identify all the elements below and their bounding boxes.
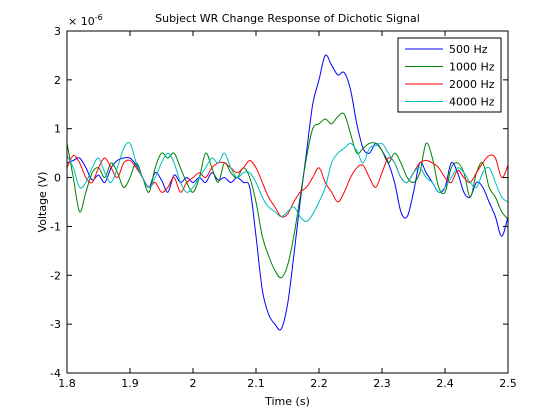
- axis-ticks: 1.8 1.9 2 2.1 2.2 2.3 2.4 2.5 -4 -3 -2 -1 0 1 2 3: [50, 25, 517, 390]
- x-tick-label: 2.3: [373, 377, 391, 390]
- y-tick-label: -1: [50, 220, 61, 233]
- legend-box: [397, 37, 502, 113]
- x-tick-label: 2: [190, 377, 197, 390]
- x-tick-label: 2.4: [436, 377, 454, 390]
- legend-label: 500 Hz: [449, 43, 488, 56]
- y-tick-label: -2: [50, 269, 61, 282]
- x-tick-label: 2.5: [499, 377, 517, 390]
- y-exponent-power: -6: [95, 13, 103, 22]
- x-tick-label: 1.8: [58, 377, 76, 390]
- x-tick-label: 2.1: [247, 377, 265, 390]
- y-tick-label: 1: [54, 123, 61, 136]
- y-exponent-label: × 10-6: [68, 13, 103, 28]
- x-tick-label: 2.2: [310, 377, 328, 390]
- chart-title: Subject WR Change Response of Dichotic S…: [155, 12, 420, 25]
- legend-label: 2000 Hz: [449, 78, 495, 91]
- y-tick-label: -3: [50, 318, 61, 331]
- y-tick-label: 2: [54, 74, 61, 87]
- legend-label: 1000 Hz: [449, 61, 495, 74]
- y-axis-label: Voltage (V): [36, 172, 49, 233]
- y-tick-label: 3: [54, 25, 61, 38]
- series-lines: [66, 54, 509, 331]
- legend: 500 Hz 1000 Hz 2000 Hz 4000 Hz: [397, 37, 502, 113]
- legend-label: 4000 Hz: [449, 96, 495, 109]
- series-line-1000-hz: [66, 112, 509, 279]
- y-tick-label: -4: [50, 367, 61, 380]
- y-tick-label: 0: [54, 172, 61, 185]
- x-axis-label: Time (s): [264, 395, 310, 408]
- axes-frame: [66, 30, 509, 374]
- series-line-4000-hz: [66, 142, 509, 223]
- x-tick-label: 1.9: [121, 377, 139, 390]
